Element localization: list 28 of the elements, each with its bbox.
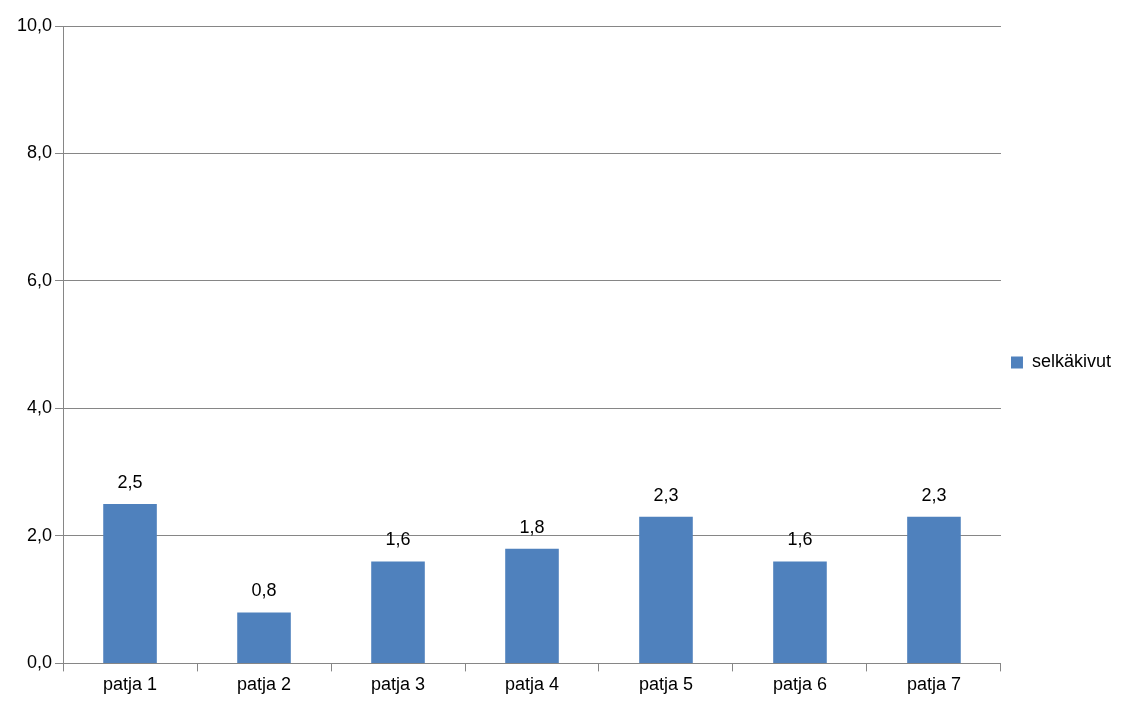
bar	[907, 516, 961, 663]
data-label: 1,6	[787, 529, 813, 550]
x-tick-label: patja 4	[504, 674, 560, 695]
x-tick-label: patja 5	[638, 674, 694, 695]
bar	[237, 612, 291, 663]
bar	[639, 516, 693, 663]
bar	[103, 504, 157, 663]
y-tick-label: 6,0	[27, 269, 53, 290]
y-tick-label: 0,0	[27, 652, 53, 673]
data-label: 2,5	[117, 472, 143, 493]
x-tick-label: patja 2	[237, 674, 292, 695]
data-label: 1,6	[385, 529, 411, 550]
y-tick-label: 10,0	[16, 14, 53, 35]
x-tick-label: patja 6	[772, 674, 828, 695]
bar	[505, 548, 559, 663]
bar	[773, 561, 827, 663]
x-tick-label: patja 3	[370, 674, 426, 695]
data-label: 0,8	[251, 580, 277, 601]
data-label: 1,8	[519, 516, 545, 537]
y-tick-label: 2,0	[27, 524, 53, 545]
y-tick-label: 8,0	[27, 142, 53, 163]
data-label: 2,3	[653, 484, 679, 505]
x-tick-label: patja 7	[906, 674, 961, 695]
bar	[371, 561, 425, 663]
x-tick-label: patja 1	[103, 674, 158, 695]
y-tick-label: 4,0	[27, 397, 53, 418]
data-label: 2,3	[921, 484, 947, 505]
legend-label: selkäkivut	[1031, 351, 1111, 372]
